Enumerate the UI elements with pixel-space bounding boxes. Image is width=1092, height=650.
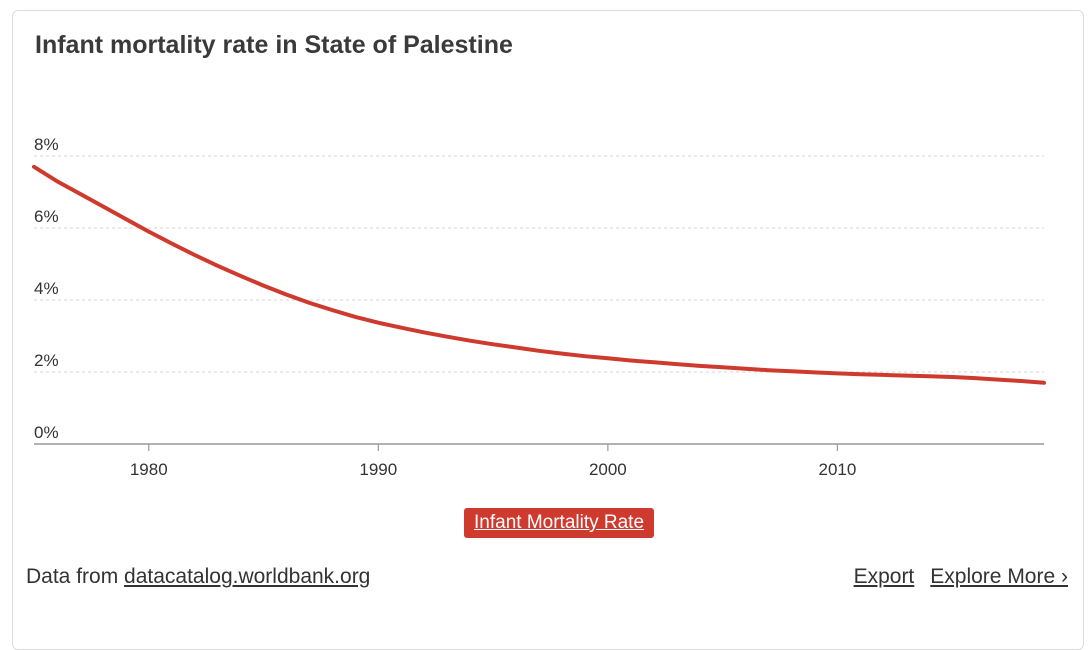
footer-actions: Export Explore More › — [854, 565, 1068, 589]
series-line — [32, 164, 1046, 385]
y-tick-label: 4% — [34, 279, 59, 298]
y-tick-label: 6% — [34, 207, 59, 226]
export-link[interactable]: Export — [853, 565, 915, 588]
y-tick-label: 2% — [34, 351, 59, 370]
y-tick-label: 8% — [34, 135, 59, 154]
x-tick-label: 1990 — [359, 460, 397, 479]
x-tick-label: 2010 — [818, 460, 856, 479]
y-tick-label: 0% — [34, 423, 59, 442]
x-tick-label: 1980 — [130, 460, 168, 479]
data-source-link[interactable]: datacatalog.worldbank.org — [124, 565, 371, 588]
x-tick-label: 2000 — [589, 460, 627, 479]
chart-card: Infant mortality rate in State of Palest… — [12, 10, 1084, 650]
explore-more-link[interactable]: Explore More › — [930, 565, 1068, 588]
grid-lines — [34, 155, 1044, 373]
data-source: Data from datacatalog.worldbank.org — [26, 565, 370, 589]
x-axis: 1980 1990 2000 2010 — [34, 443, 1044, 479]
series-group — [32, 164, 1046, 385]
line-chart: 0% 2% 4% 6% 8% 1980 1990 2000 2010 — [32, 135, 1046, 479]
y-axis-ticks: 0% 2% 4% 6% 8% — [34, 135, 59, 442]
data-source-prefix: Data from — [26, 565, 125, 588]
legend-toggle-button[interactable]: Infant Mortality Rate — [464, 508, 655, 538]
chart-title: Infant mortality rate in State of Palest… — [35, 31, 513, 59]
